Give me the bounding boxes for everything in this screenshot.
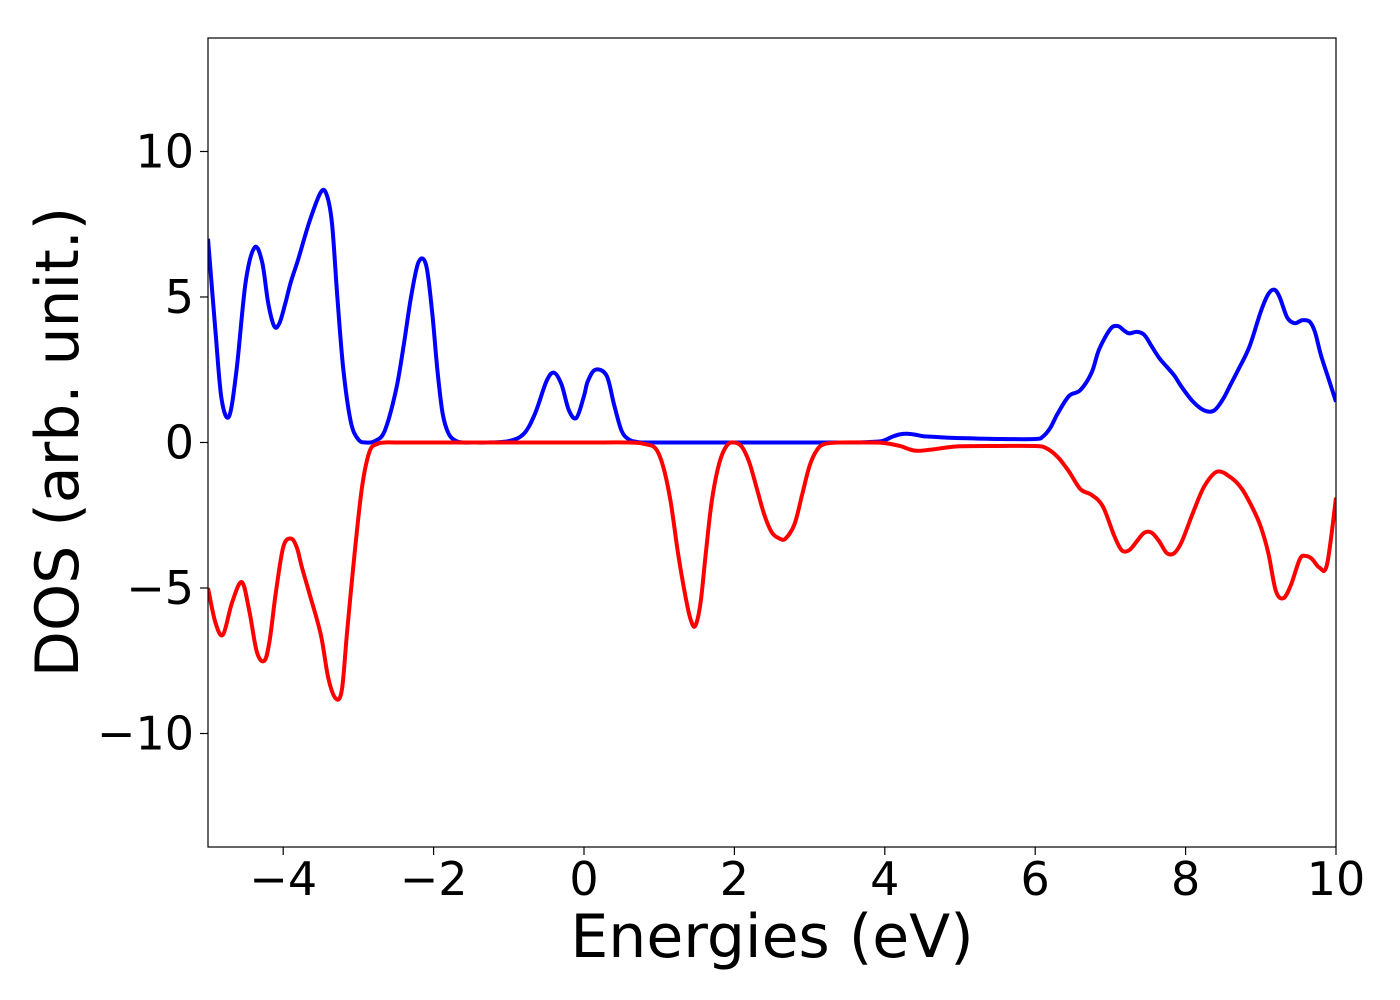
- x-tick-label: −4: [249, 852, 317, 906]
- x-tick-label: 2: [720, 852, 749, 906]
- x-axis-ticks: −4 −2 0 2 4 6 8 10: [249, 847, 1365, 906]
- x-tick-label: 10: [1307, 852, 1366, 906]
- y-tick-label: −10: [97, 707, 194, 761]
- y-axis-label: DOS (arb. unit.): [23, 207, 93, 677]
- y-tick-label: −5: [126, 561, 194, 615]
- y-axis-ticks: −10 −5 0 5 10: [97, 124, 208, 761]
- series-line-1: [208, 440, 1336, 702]
- y-tick-label: 10: [135, 124, 194, 178]
- x-tick-label: 6: [1021, 852, 1050, 906]
- x-tick-label: 4: [870, 852, 899, 906]
- series-group: [208, 187, 1336, 702]
- x-axis-label: Energies (eV): [570, 902, 973, 972]
- series-line-0: [208, 187, 1336, 445]
- y-tick-label: 5: [165, 270, 194, 324]
- x-tick-label: 8: [1171, 852, 1200, 906]
- x-tick-label: −2: [400, 852, 468, 906]
- x-tick-label: 0: [569, 852, 598, 906]
- y-tick-label: 0: [165, 416, 194, 470]
- plot-area-frame: [207, 37, 1337, 848]
